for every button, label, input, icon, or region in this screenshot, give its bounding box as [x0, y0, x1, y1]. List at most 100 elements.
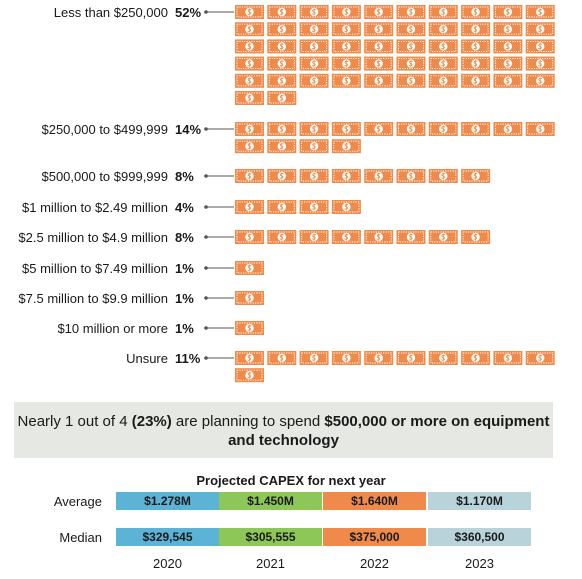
capex-average-2022: $1.640M	[323, 492, 426, 510]
dollar-bill-icon	[493, 351, 523, 365]
dollar-bill-icon	[428, 122, 458, 136]
dollar-bill-icon	[267, 200, 297, 214]
leader-dot	[204, 127, 208, 131]
dollar-bill-icon	[299, 139, 329, 154]
dollar-bill-icon	[396, 230, 426, 244]
category-label: $2.5 million to $4.9 million	[18, 230, 168, 245]
dollar-bill-icon	[299, 351, 329, 365]
category-label: $1 million to $2.49 million	[22, 200, 168, 215]
category-label: $7.5 million to $9.9 million	[18, 291, 168, 306]
category-label: Less than $250,000	[54, 5, 168, 20]
category-percent: 52%	[175, 5, 201, 20]
category-percent: 11%	[175, 351, 201, 366]
dollar-bill-icon	[331, 56, 361, 71]
dollar-bill-icon	[525, 39, 555, 54]
dollar-bill-icon	[331, 200, 361, 214]
summary-callout: Nearly 1 out of 4 (23%) are planning to …	[14, 402, 553, 458]
dollar-bill-icon	[525, 351, 555, 365]
dollar-bill-icon	[396, 122, 426, 136]
dollar-bill-icon	[364, 56, 394, 71]
dollar-bill-icon	[235, 291, 264, 305]
dollar-bill-icon	[493, 73, 523, 88]
dollar-bill-icon	[267, 22, 297, 37]
capex-average-2020: $1.278M	[116, 492, 219, 510]
pictogram-chart: Less than $250,000 52% $250,000 to $499,99…	[18, 5, 555, 383]
capex-median-2020: $329,545	[116, 528, 219, 546]
category-row: $500,000 to $999,999 8%	[41, 169, 491, 184]
capex-year-2022: 2022	[360, 556, 389, 571]
category-row: $1 million to $2.49 million 4%	[22, 200, 361, 215]
category-label: Unsure	[126, 351, 168, 366]
leader-dot	[204, 356, 208, 360]
dollar-bill-icon	[364, 5, 394, 19]
dollar-bill-icon	[331, 73, 361, 88]
dollar-bill-icon	[299, 5, 329, 19]
dollar-bill-icon	[299, 73, 329, 88]
capex-title: Projected CAPEX for next year	[196, 473, 386, 488]
dollar-bill-icon	[461, 22, 491, 37]
capex-average-2021: $1.450M	[219, 492, 322, 510]
dollar-bill-icon	[428, 230, 458, 244]
capex-median-2023: $360,500	[428, 528, 531, 546]
category-percent: 4%	[175, 200, 194, 215]
dollar-bill-icon	[461, 169, 491, 183]
dollar-bill-icon	[396, 22, 426, 37]
dollar-bill-icon	[299, 169, 329, 183]
leader-dot	[204, 326, 208, 330]
leader-dot	[204, 296, 208, 300]
dollar-bill-icon	[267, 122, 297, 136]
dollar-bill-icon	[461, 351, 491, 365]
dollar-bill-icon	[235, 22, 264, 37]
category-percent: 1%	[175, 261, 194, 276]
capex-year-2020: 2020	[153, 556, 182, 571]
dollar-bill-icon	[396, 73, 426, 88]
dollar-bill-icon	[525, 122, 555, 136]
category-row: $5 million to $7.49 million 1%	[22, 261, 264, 276]
dollar-bill-icon	[461, 73, 491, 88]
category-row: $2.5 million to $4.9 million 8%	[18, 230, 491, 245]
dollar-bill-icon	[396, 351, 426, 365]
dollar-bill-icon	[428, 73, 458, 88]
dollar-bill-icon	[396, 39, 426, 54]
dollar-bill-icon	[267, 139, 297, 154]
dollar-bill-icon	[364, 351, 394, 365]
category-row: $10 million or more 1%	[57, 321, 264, 336]
dollar-bill-icon	[331, 230, 361, 244]
dollar-bill-icon	[428, 39, 458, 54]
dollar-bill-icon	[428, 22, 458, 37]
dollar-bill-icon	[299, 200, 329, 214]
dollar-bill-icon	[267, 169, 297, 183]
dollar-bill-icon	[493, 122, 523, 136]
capex-year-2021: 2021	[256, 556, 285, 571]
dollar-bill-icon	[493, 5, 523, 19]
dollar-bill-icon	[235, 351, 264, 365]
dollar-bill-icon	[235, 261, 264, 275]
dollar-bill-icon	[267, 5, 297, 19]
dollar-bill-icon	[299, 230, 329, 244]
callout-text: Nearly 1 out of 4 (23%) are planning to …	[14, 412, 553, 450]
callout-mid: are planning to spend	[171, 413, 325, 430]
capex-year-2023: 2023	[465, 556, 494, 571]
dollar-bill-icon	[396, 5, 426, 19]
dollar-bill-icon	[396, 56, 426, 71]
category-percent: 8%	[175, 169, 194, 184]
dollar-bill-icon	[364, 230, 394, 244]
dollar-bill-icon	[493, 39, 523, 54]
dollar-bill-icon	[396, 169, 426, 183]
category-label: $250,000 to $499,999	[41, 122, 168, 137]
dollar-bill-icon	[461, 39, 491, 54]
dollar-bill-icon	[299, 39, 329, 54]
dollar-bill-icon	[364, 22, 394, 37]
dollar-bill-icon	[428, 351, 458, 365]
dollar-bill-icon	[331, 169, 361, 183]
category-percent: 1%	[175, 291, 194, 306]
callout-bold-amount: $500,000 or more on equipment and techno…	[228, 413, 550, 449]
leader-dot	[204, 266, 208, 270]
capex-median-2021: $305,555	[219, 528, 322, 546]
dollar-bill-icon	[267, 39, 297, 54]
leader-dot	[204, 174, 208, 178]
dollar-bill-icon	[299, 22, 329, 37]
dollar-bill-icon	[235, 230, 264, 244]
dollar-bill-icon	[267, 56, 297, 71]
dollar-bill-icon	[299, 56, 329, 71]
